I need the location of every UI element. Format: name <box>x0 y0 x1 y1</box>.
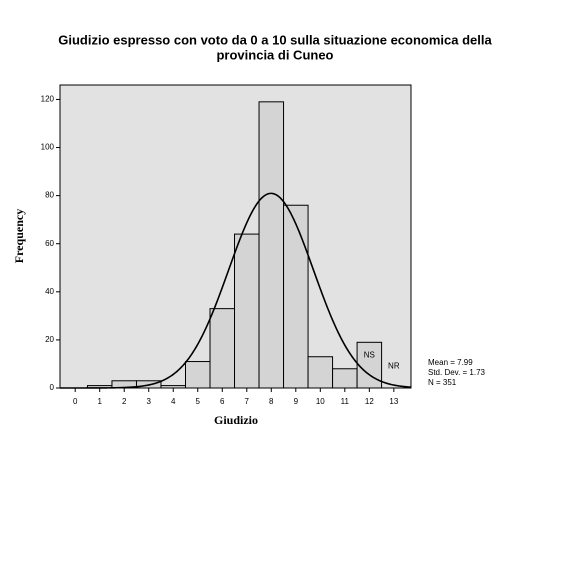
x-tick-label: 3 <box>147 397 152 406</box>
y-tick-label: 20 <box>45 335 54 344</box>
bar <box>283 204 309 389</box>
x-tick-label: 9 <box>294 397 299 406</box>
x-tick-label: 11 <box>341 397 350 406</box>
stat-sd: Std. Dev. = 1.73 <box>428 368 486 377</box>
normal-curve <box>60 192 412 389</box>
y-tick-label: 0 <box>50 383 55 392</box>
bar <box>160 385 186 389</box>
stat-mean: Mean = 7.99 <box>428 358 473 367</box>
y-tick-label: 80 <box>45 191 54 200</box>
bar <box>184 361 211 389</box>
bar <box>356 341 383 389</box>
y-axis-label: Frequency <box>12 209 26 263</box>
x-tick-label: 10 <box>316 397 325 406</box>
y-tick-label: 60 <box>45 239 54 248</box>
x-tick-label: 5 <box>196 397 201 406</box>
x-tick-label: 13 <box>389 397 398 406</box>
x-tick-label: 4 <box>171 397 176 406</box>
bar <box>234 233 260 389</box>
chart-title: Giudizio espresso con voto da 0 a 10 sul… <box>58 32 492 47</box>
chart-title: provincia di Cuneo <box>216 47 333 62</box>
bar <box>307 356 334 389</box>
bar <box>258 101 285 389</box>
stat-n: N = 351 <box>428 378 457 387</box>
annotation: NR <box>388 361 400 370</box>
y-tick-label: 100 <box>41 143 55 152</box>
bar <box>209 308 236 389</box>
x-tick-label: 1 <box>97 397 102 406</box>
y-tick-label: 120 <box>41 95 55 104</box>
x-tick-label: 12 <box>365 397 374 406</box>
x-tick-label: 7 <box>245 397 250 406</box>
x-axis-label: Giudizio <box>214 413 258 427</box>
bar <box>332 368 358 389</box>
annotation: NS <box>364 351 375 360</box>
x-tick-label: 2 <box>122 397 127 406</box>
x-tick-label: 6 <box>220 397 225 406</box>
y-tick-label: 40 <box>45 287 54 296</box>
x-tick-label: 0 <box>73 397 78 406</box>
x-tick-label: 8 <box>269 397 274 406</box>
